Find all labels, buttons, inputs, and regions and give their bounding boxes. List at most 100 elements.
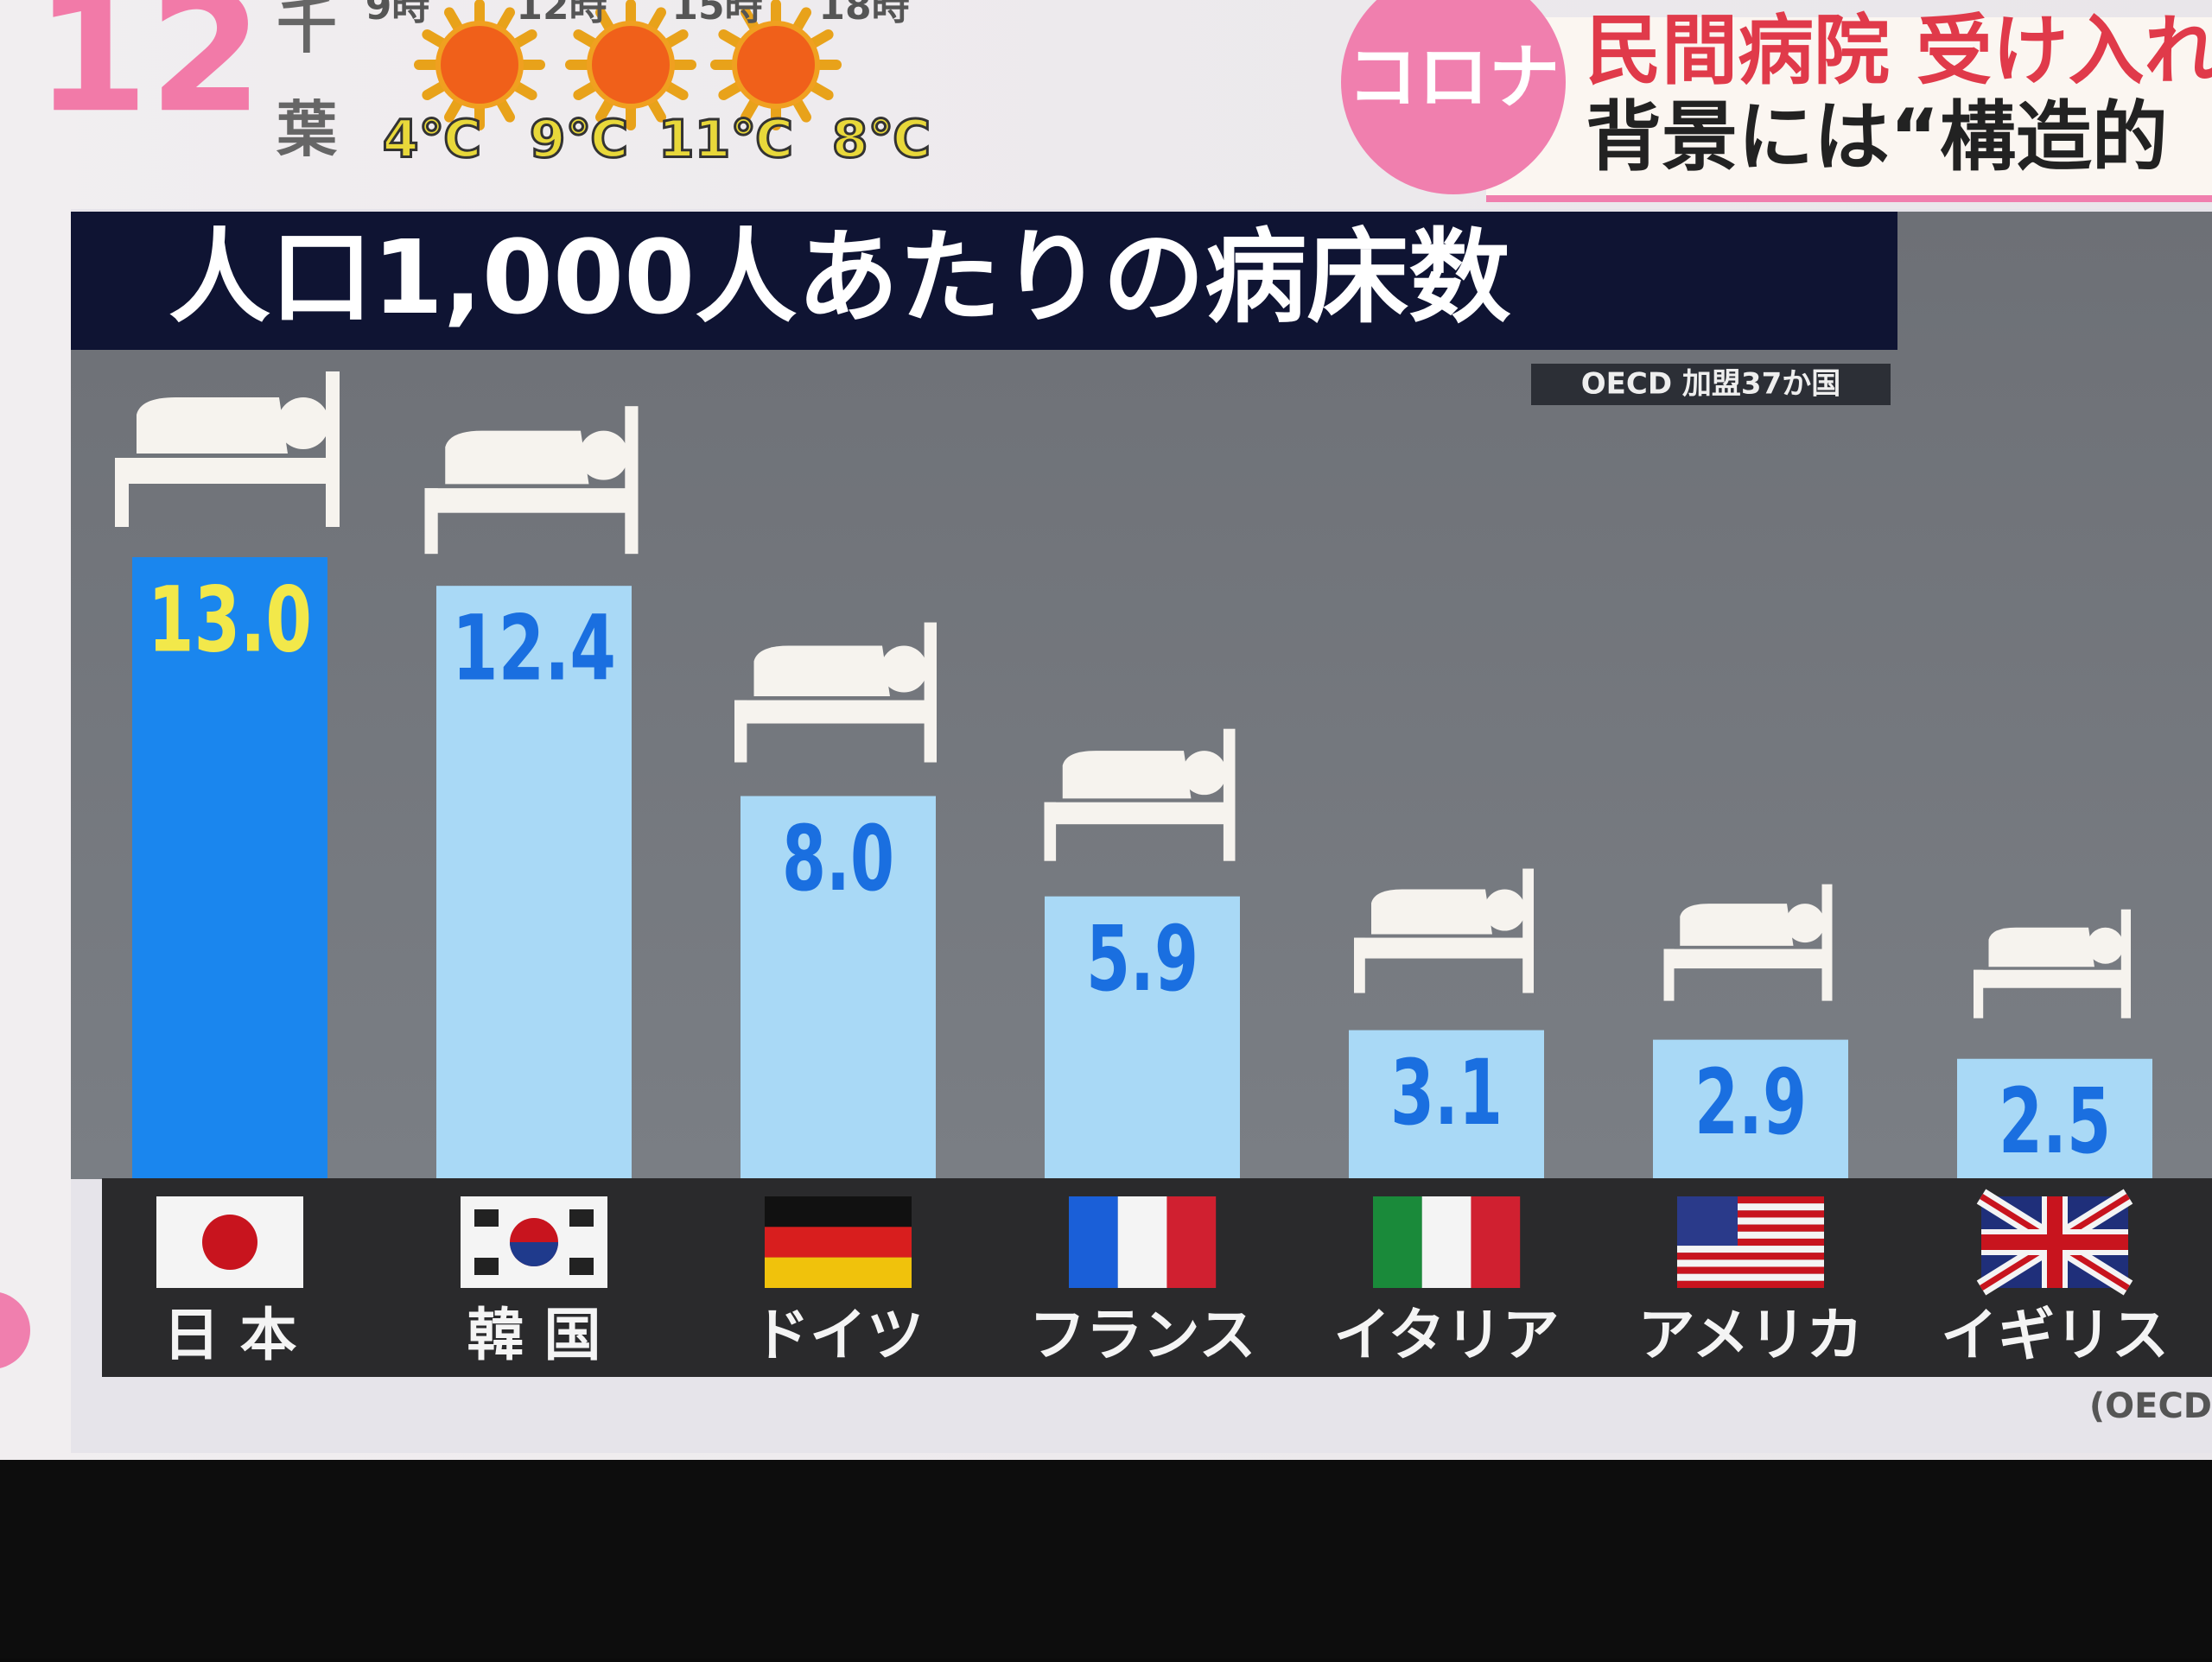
- subheadline: 背景には“構造的: [1586, 92, 2168, 181]
- sun: [587, 21, 675, 109]
- flag: [1677, 1238, 1824, 1246]
- bed-frame: [1044, 802, 1236, 825]
- bar: [1653, 1039, 1848, 1178]
- bed-blanket: [445, 430, 589, 485]
- bar: [132, 557, 327, 1178]
- bed-leg: [1663, 948, 1675, 1001]
- flag: [1981, 1196, 2128, 1288]
- flag: [1373, 1196, 1521, 1288]
- flag: [1117, 1196, 1167, 1288]
- bed-icon: [1974, 909, 2131, 1018]
- weather-temp: 11℃: [658, 110, 793, 170]
- bed-blanket: [753, 645, 890, 697]
- weather-temp: 9℃: [530, 110, 628, 170]
- flag: [1677, 1210, 1824, 1218]
- bed-leg: [115, 458, 129, 527]
- value-label: 5.9: [1086, 906, 1198, 1012]
- flag: [1677, 1217, 1824, 1225]
- flag: [1677, 1224, 1824, 1232]
- bed-head: [1821, 884, 1833, 1001]
- flag: [1677, 1246, 1824, 1253]
- weather-time: 9時: [365, 0, 430, 29]
- chart-title: 人口1,000人あたりの病床数: [168, 218, 1510, 337]
- bar: [741, 796, 936, 1178]
- x-tick-label: フランス: [1029, 1302, 1256, 1368]
- bed-head: [326, 371, 340, 527]
- weather-temp: 4℃: [383, 110, 481, 170]
- flag: [765, 1196, 912, 1227]
- news-badge-text: コロナ: [1347, 36, 1560, 118]
- flag: [1069, 1196, 1217, 1288]
- bed-icon: [734, 622, 937, 763]
- value-label: 12.4: [452, 595, 616, 701]
- bed-blanket: [1371, 889, 1492, 935]
- bed-head-figure: [579, 430, 629, 480]
- flag: [1677, 1196, 1824, 1204]
- bed-icon: [424, 406, 639, 555]
- flag: [1373, 1196, 1422, 1288]
- bar: [436, 586, 632, 1178]
- value-label: 8.0: [782, 806, 894, 911]
- flag: [1677, 1231, 1824, 1239]
- subtitle-box: [1531, 364, 1891, 405]
- flag: [1677, 1196, 1824, 1288]
- flag: [1677, 1259, 1824, 1267]
- flag: [1677, 1203, 1824, 1211]
- flag: [1976, 1189, 2133, 1296]
- bed-icon: [115, 371, 340, 527]
- bed-head-figure: [1484, 889, 1526, 931]
- bed-icon: [1354, 868, 1534, 993]
- weather: 9時 12時 15時 18時 4℃ 9℃ 11℃ 8℃: [365, 0, 932, 171]
- headline: 民間病院 受け入れ: [1586, 6, 2212, 95]
- bed-icon: [1044, 728, 1236, 861]
- flag: [1471, 1196, 1521, 1288]
- value-label: 2.9: [1694, 1050, 1807, 1155]
- date: 12: [35, 0, 263, 149]
- bar: [1957, 1058, 2152, 1178]
- bed-frame: [1663, 948, 1833, 969]
- bar: [1045, 896, 1240, 1178]
- bed-head-figure: [277, 397, 329, 449]
- bed-frame: [734, 700, 937, 724]
- weather-time: 12時: [516, 0, 607, 29]
- weather-time: 18時: [818, 0, 909, 29]
- flag: [765, 1227, 912, 1258]
- bed-blanket: [137, 397, 288, 454]
- value-label: 3.1: [1390, 1040, 1503, 1145]
- bed-icon: [1663, 884, 1833, 1001]
- flag: [1677, 1196, 1738, 1246]
- news-badge: [1341, 0, 1566, 194]
- flag: [765, 1196, 912, 1288]
- bed-head-figure: [2087, 927, 2124, 964]
- flag: [510, 1242, 558, 1266]
- flag: [461, 1196, 607, 1288]
- x-tick-label: 韓 国: [467, 1302, 601, 1368]
- tv-bezel: [0, 1460, 2212, 1659]
- bed-frame: [115, 458, 340, 484]
- flag: [1421, 1196, 1471, 1288]
- flag: [569, 1258, 594, 1275]
- bed-frame: [1974, 969, 2131, 988]
- x-tick-label: イタリア: [1333, 1302, 1559, 1368]
- bed-blanket: [1680, 904, 1794, 946]
- title-bar: [71, 212, 1897, 350]
- flag: [1677, 1273, 1824, 1281]
- flag: [474, 1258, 499, 1275]
- bed-leg: [734, 700, 747, 763]
- value-label: 2.5: [1999, 1069, 2111, 1174]
- bed-head: [2120, 909, 2131, 1018]
- bed-head: [625, 406, 639, 555]
- flag: [1677, 1280, 1824, 1288]
- flag: [1166, 1196, 1217, 1288]
- bed-head: [1223, 728, 1236, 861]
- bed-head: [1522, 868, 1534, 993]
- bed-leg: [1044, 802, 1057, 861]
- bed-head: [924, 622, 937, 763]
- flag: [765, 1257, 912, 1288]
- weather-time: 15時: [671, 0, 762, 29]
- side-badge: [0, 1292, 30, 1368]
- flag: [1069, 1196, 1118, 1288]
- bar: [1349, 1030, 1544, 1178]
- value-label: 13.0: [148, 567, 312, 672]
